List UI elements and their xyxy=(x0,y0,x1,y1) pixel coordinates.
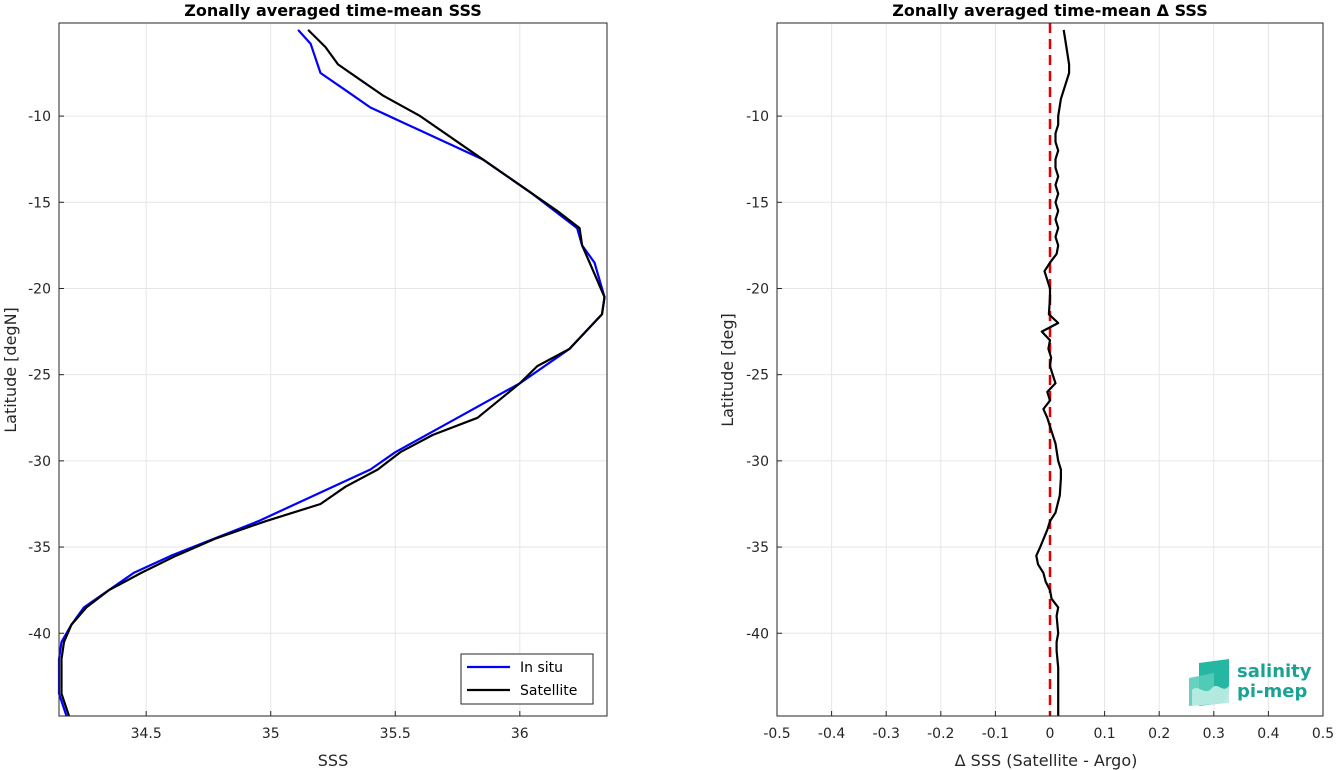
right-grid xyxy=(776,23,1324,716)
right-series xyxy=(1035,29,1071,716)
right-panel-delta-sss: -0.5 -0.4 -0.3 -0.2 -0.1 0 0.1 0.2 0.3 0.4 0.5 -40 -… xyxy=(718,1,1334,770)
logo-text-pi-mep: pi-mep xyxy=(1237,681,1307,702)
y-tick-label: -30 xyxy=(28,454,51,470)
x-tick-label: 34.5 xyxy=(131,726,162,742)
right-x-axis-label: Δ SSS (Satellite - Argo) xyxy=(955,751,1138,770)
x-tick-label: 36 xyxy=(511,726,529,742)
x-tick-label: 0.1 xyxy=(1093,726,1115,742)
y-tick-label: -15 xyxy=(746,195,769,211)
legend-label-in-situ: In situ xyxy=(520,660,563,676)
x-tick-label: -0.1 xyxy=(982,726,1009,742)
y-tick-label: -35 xyxy=(28,540,51,556)
right-chart-title: Zonally averaged time-mean Δ SSS xyxy=(892,1,1208,20)
y-tick-label: -30 xyxy=(746,454,769,470)
right-ticks: -0.5 -0.4 -0.3 -0.2 -0.1 0 0.1 0.2 0.3 0.4 0.5 -40 -… xyxy=(746,109,1334,742)
y-tick-label: -10 xyxy=(28,109,51,125)
legend: In situ Satellite xyxy=(460,653,594,705)
legend-label-satellite: Satellite xyxy=(520,683,577,699)
y-tick-label: -10 xyxy=(746,109,769,125)
left-series xyxy=(57,29,606,717)
salinity-pi-mep-logo: salinity pi-mep xyxy=(1189,659,1312,706)
legend-box xyxy=(460,653,594,705)
x-tick-label: 0.2 xyxy=(1148,726,1170,742)
left-panel-sss: 34.5 35 35.5 36 -40 -35 -30 -25 -20 -15 -10 Zonall… xyxy=(1,1,608,770)
left-chart-title: Zonally averaged time-mean SSS xyxy=(184,1,482,20)
left-x-axis-label: SSS xyxy=(318,751,348,770)
logo-text-salinity: salinity xyxy=(1237,661,1312,682)
y-tick-label: -40 xyxy=(28,626,51,642)
right-y-axis-label: Latitude [deg] xyxy=(718,313,737,427)
left-plot-area xyxy=(59,23,607,716)
y-tick-label: -25 xyxy=(746,368,769,384)
y-tick-label: -20 xyxy=(746,281,769,297)
x-tick-label: 0 xyxy=(1046,726,1055,742)
left-plot-frame xyxy=(58,22,608,717)
x-tick-label: -0.2 xyxy=(927,726,954,742)
left-y-axis-label: Latitude [degN] xyxy=(1,307,20,433)
series-line-satellite xyxy=(60,29,606,717)
left-grid xyxy=(59,23,607,716)
y-tick-label: -35 xyxy=(746,540,769,556)
x-tick-label: -0.4 xyxy=(818,726,845,742)
logo-wave-icon xyxy=(1189,659,1229,706)
x-tick-label: 0.3 xyxy=(1203,726,1225,742)
x-tick-label: 35 xyxy=(262,726,280,742)
y-tick-label: -15 xyxy=(28,195,51,211)
x-tick-label: 35.5 xyxy=(380,726,411,742)
y-tick-label: -20 xyxy=(28,281,51,297)
x-tick-label: 0.5 xyxy=(1312,726,1334,742)
x-tick-label: 0.4 xyxy=(1257,726,1279,742)
left-ticks: 34.5 35 35.5 36 -40 -35 -30 -25 -20 -15 -10 xyxy=(28,109,529,742)
y-tick-label: -25 xyxy=(28,368,51,384)
x-tick-label: -0.5 xyxy=(763,726,790,742)
series-line-delta-sss xyxy=(1035,29,1071,716)
y-tick-label: -40 xyxy=(746,626,769,642)
x-tick-label: -0.3 xyxy=(873,726,900,742)
